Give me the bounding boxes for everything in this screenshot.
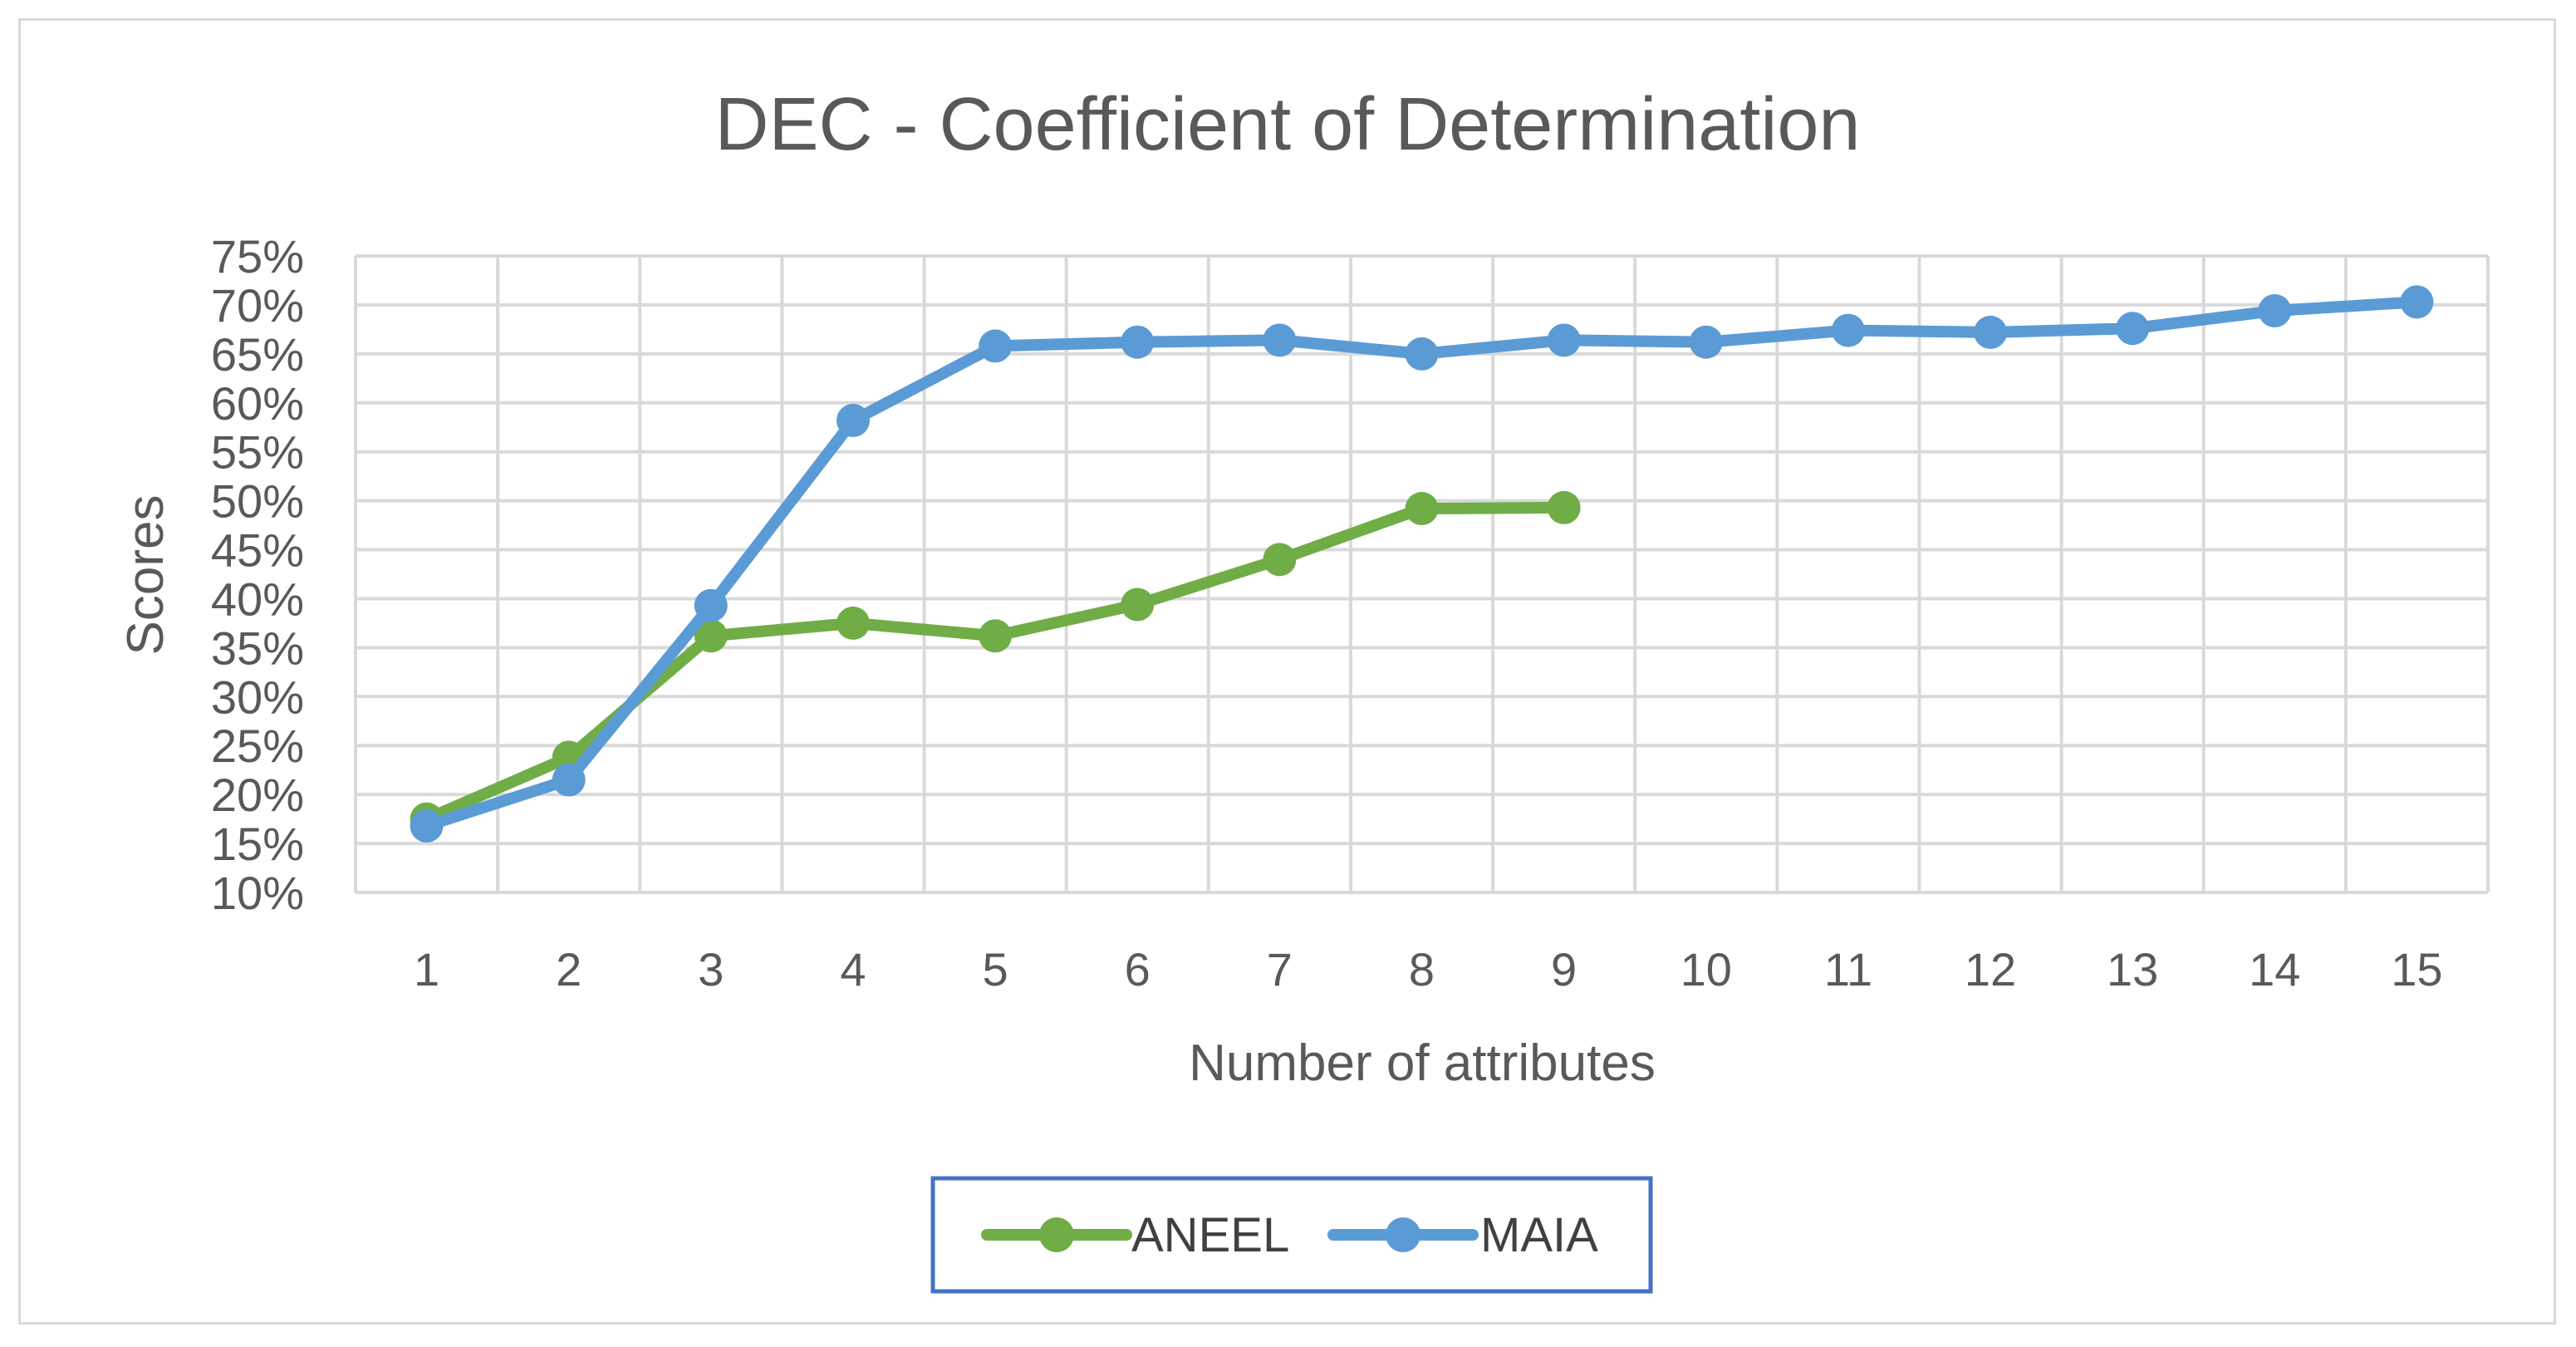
x-tick-label: 5 bbox=[983, 943, 1008, 996]
y-tick-label: 15% bbox=[211, 818, 304, 870]
x-tick-label: 13 bbox=[2107, 943, 2158, 996]
x-tick-label: 7 bbox=[1267, 943, 1293, 996]
data-point-maia bbox=[2116, 312, 2150, 346]
chart-frame bbox=[18, 18, 2556, 1325]
x-tick-label: 15 bbox=[2391, 943, 2442, 996]
x-tick-label: 3 bbox=[698, 943, 724, 996]
y-axis-ticks: 10%15%20%25%30%35%40%45%50%55%60%65%70%7… bbox=[211, 230, 304, 919]
x-tick-label: 4 bbox=[840, 943, 866, 996]
x-tick-label: 6 bbox=[1125, 943, 1151, 996]
series-line-aneel bbox=[420, 501, 1570, 825]
y-tick-label: 10% bbox=[211, 867, 304, 919]
data-point-maia bbox=[2400, 285, 2434, 319]
data-point-maia bbox=[1263, 323, 1297, 357]
data-point-maia bbox=[1689, 325, 1723, 359]
y-tick-label: 65% bbox=[211, 328, 304, 381]
data-point-maia bbox=[1547, 323, 1581, 357]
chart-legend: ANEEL MAIA bbox=[930, 1176, 1653, 1294]
y-tick-label: 35% bbox=[211, 622, 304, 674]
data-point-aneel bbox=[979, 619, 1013, 653]
data-point-maia bbox=[1405, 337, 1439, 371]
data-point-maia bbox=[1974, 315, 2008, 349]
data-point-maia bbox=[2258, 293, 2292, 327]
data-point-aneel bbox=[1405, 492, 1439, 526]
x-tick-label: 14 bbox=[2249, 943, 2300, 996]
legend-label-aneel: ANEEL bbox=[1131, 1208, 1289, 1262]
data-point-maia bbox=[410, 809, 444, 843]
y-tick-label: 70% bbox=[211, 279, 304, 332]
x-tick-label: 8 bbox=[1409, 943, 1435, 996]
data-point-aneel bbox=[694, 619, 728, 653]
data-point-aneel bbox=[1121, 587, 1155, 622]
series-layer bbox=[410, 285, 2434, 843]
legend-label-maia: MAIA bbox=[1480, 1208, 1598, 1262]
legend-dot-maia bbox=[1386, 1217, 1420, 1252]
x-tick-label: 11 bbox=[1824, 943, 1872, 996]
x-tick-label: 2 bbox=[556, 943, 581, 996]
y-tick-label: 45% bbox=[211, 524, 304, 577]
x-axis-label: Number of attributes bbox=[1189, 1035, 1656, 1092]
data-point-maia bbox=[1831, 313, 1865, 347]
data-point-aneel bbox=[836, 606, 870, 640]
x-axis-ticks: 1 2 3 4 5 6 7 8 9 10 11 12 13 14 15 bbox=[414, 943, 2443, 996]
y-tick-label: 50% bbox=[211, 475, 304, 528]
series-line-maia bbox=[420, 296, 2423, 832]
data-point-aneel bbox=[1547, 490, 1581, 524]
x-tick-label: 1 bbox=[414, 943, 439, 996]
x-tick-label: 12 bbox=[1965, 943, 2016, 996]
y-tick-label: 25% bbox=[211, 720, 304, 772]
data-point-maia bbox=[552, 763, 586, 797]
y-tick-label: 75% bbox=[211, 230, 304, 283]
y-tick-label: 30% bbox=[211, 671, 304, 723]
data-point-maia bbox=[979, 329, 1013, 363]
legend-dot-aneel bbox=[1039, 1217, 1074, 1252]
data-point-maia bbox=[1121, 325, 1155, 359]
y-tick-label: 20% bbox=[211, 769, 304, 821]
y-tick-label: 60% bbox=[211, 377, 304, 430]
data-point-maia bbox=[836, 403, 870, 437]
chart-grid bbox=[354, 254, 2490, 894]
chart-title: DEC - Coefficient of Determination bbox=[715, 83, 1861, 166]
y-tick-label: 40% bbox=[211, 573, 304, 625]
data-point-aneel bbox=[1263, 543, 1297, 577]
y-tick-label: 55% bbox=[211, 426, 304, 479]
y-axis-label: Scores bbox=[117, 495, 174, 656]
data-point-maia bbox=[694, 588, 728, 622]
x-tick-label: 10 bbox=[1681, 943, 1732, 996]
x-tick-label: 9 bbox=[1551, 943, 1577, 996]
